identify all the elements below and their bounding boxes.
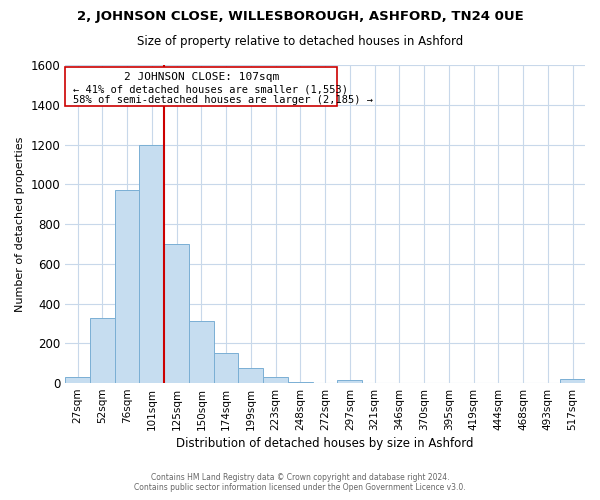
Text: 2 JOHNSON CLOSE: 107sqm: 2 JOHNSON CLOSE: 107sqm — [124, 72, 279, 82]
Text: Size of property relative to detached houses in Ashford: Size of property relative to detached ho… — [137, 35, 463, 48]
Bar — [65, 377, 90, 383]
Text: 2, JOHNSON CLOSE, WILLESBOROUGH, ASHFORD, TN24 0UE: 2, JOHNSON CLOSE, WILLESBOROUGH, ASHFORD… — [77, 10, 523, 23]
Bar — [560, 379, 585, 383]
Bar — [189, 322, 214, 383]
Text: 58% of semi-detached houses are larger (2,185) →: 58% of semi-detached houses are larger (… — [73, 95, 373, 105]
Bar — [337, 380, 362, 383]
Bar — [263, 377, 288, 383]
Bar — [288, 382, 313, 383]
Bar — [214, 354, 238, 383]
Bar — [90, 318, 115, 383]
Bar — [115, 190, 139, 383]
Bar — [164, 244, 189, 383]
FancyBboxPatch shape — [65, 67, 337, 106]
Y-axis label: Number of detached properties: Number of detached properties — [15, 136, 25, 312]
Bar — [139, 144, 164, 383]
Text: Contains HM Land Registry data © Crown copyright and database right 2024.
Contai: Contains HM Land Registry data © Crown c… — [134, 473, 466, 492]
Bar — [238, 368, 263, 383]
X-axis label: Distribution of detached houses by size in Ashford: Distribution of detached houses by size … — [176, 437, 474, 450]
Text: ← 41% of detached houses are smaller (1,553): ← 41% of detached houses are smaller (1,… — [73, 84, 347, 94]
